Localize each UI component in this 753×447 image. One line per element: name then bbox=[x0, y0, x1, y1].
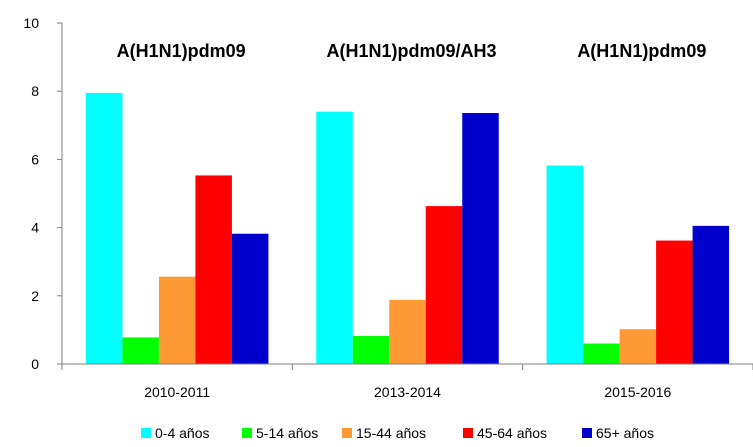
legend-label: 0-4 años bbox=[155, 425, 209, 441]
y-axis-labels: 0 2 4 6 8 10 bbox=[23, 15, 39, 372]
bar-65-a-os-2015-2016 bbox=[692, 225, 730, 364]
legend-swatch bbox=[463, 428, 473, 438]
y-tick-label: 10 bbox=[23, 15, 39, 31]
legend-label: 5-14 años bbox=[256, 425, 318, 441]
x-category-label: 2013-2014 bbox=[374, 384, 441, 400]
bar-15-44-a-os-2013-2014 bbox=[389, 299, 426, 364]
x-axis-labels: 2010-2011 2013-2014 2015-2016 bbox=[144, 384, 671, 400]
x-category-label: 2015-2016 bbox=[604, 384, 671, 400]
y-axis-ticks bbox=[57, 22, 62, 365]
y-tick-label: 0 bbox=[31, 356, 39, 372]
legend-swatch bbox=[342, 428, 352, 438]
bar-65-a-os-2013-2014 bbox=[462, 113, 499, 364]
y-tick-label: 2 bbox=[31, 288, 39, 304]
bar-0-4-a-os-2015-2016 bbox=[546, 165, 584, 364]
axes bbox=[61, 23, 753, 365]
bar-5-14-a-os-2010-2011 bbox=[122, 337, 159, 364]
bar-65-a-os-2010-2011 bbox=[231, 233, 269, 364]
bar-45-64-a-os-2013-2014 bbox=[425, 206, 463, 364]
bars bbox=[85, 92, 730, 364]
legend-label: 45-64 años bbox=[477, 425, 547, 441]
legend-swatch bbox=[242, 428, 252, 438]
bar-0-4-a-os-2010-2011 bbox=[85, 92, 123, 364]
y-tick-label: 6 bbox=[31, 151, 39, 167]
x-category-label: 2010-2011 bbox=[144, 384, 210, 400]
bar-45-64-a-os-2015-2016 bbox=[656, 240, 693, 364]
bar-15-44-a-os-2010-2011 bbox=[158, 276, 196, 364]
group-annotation: A(H1N1)pdm09 bbox=[117, 41, 246, 61]
group-annotation: A(H1N1)pdm09/AH3 bbox=[326, 41, 496, 61]
legend-swatch bbox=[582, 428, 592, 438]
group-annotation: A(H1N1)pdm09 bbox=[577, 41, 706, 61]
legend-swatch bbox=[141, 428, 151, 438]
y-tick-label: 8 bbox=[31, 83, 39, 99]
bar-5-14-a-os-2015-2016 bbox=[583, 343, 620, 364]
y-tick-label: 4 bbox=[31, 220, 39, 236]
x-axis-ticks bbox=[61, 364, 753, 370]
bar-5-14-a-os-2013-2014 bbox=[352, 336, 390, 364]
bar-0-4-a-os-2013-2014 bbox=[316, 111, 353, 364]
bar-45-64-a-os-2010-2011 bbox=[195, 175, 232, 364]
legend-label: 65+ años bbox=[596, 425, 654, 441]
annotations: A(H1N1)pdm09 A(H1N1)pdm09/AH3 A(H1N1)pdm09 bbox=[117, 41, 707, 61]
legend-label: 15-44 años bbox=[356, 425, 426, 441]
legend: 0-4 años 5-14 años 15-44 años 45-64 años 65+… bbox=[141, 425, 654, 441]
bar-15-44-a-os-2015-2016 bbox=[619, 329, 657, 364]
